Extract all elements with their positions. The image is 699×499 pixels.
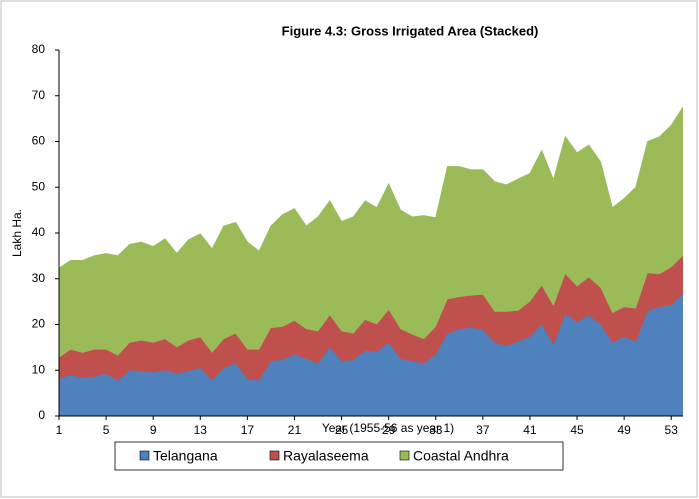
x-tick-label: 41 (523, 423, 537, 437)
x-tick-label: 33 (429, 423, 443, 437)
x-tick-label: 45 (570, 423, 584, 437)
x-tick-label: 53 (665, 423, 679, 437)
y-tick-label: 50 (32, 179, 46, 193)
x-tick-label: 37 (476, 423, 490, 437)
x-tick-label: 17 (241, 423, 255, 437)
x-axis-label: Year (1955-56 as year 1) (322, 421, 454, 435)
x-tick-label: 5 (103, 423, 110, 437)
x-tick-label: 13 (194, 423, 208, 437)
area-fill (59, 293, 683, 416)
legend-swatch (269, 450, 280, 461)
x-tick-label: 21 (288, 423, 302, 437)
y-tick-label: 70 (32, 88, 46, 102)
y-tick-label: 30 (32, 271, 46, 285)
legend-label: Rayalaseema (283, 448, 369, 464)
x-tick-label: 9 (150, 423, 157, 437)
y-tick-label: 40 (32, 225, 46, 239)
y-tick-label: 60 (32, 134, 46, 148)
y-tick-label: 10 (32, 362, 46, 376)
legend-label: Telangana (153, 448, 218, 464)
legend-box (114, 441, 564, 471)
area-fill (59, 107, 683, 358)
x-tick-label: 49 (617, 423, 631, 437)
y-axis-label: Lakh Ha. (10, 209, 24, 257)
legend-swatch (139, 450, 150, 461)
x-tick-label: 29 (382, 423, 396, 437)
legend-label: Coastal Andhra (413, 448, 509, 464)
y-tick-label: 80 (32, 42, 46, 56)
x-tick-label: 1 (56, 423, 63, 437)
area-top-edge (58, 106, 684, 269)
legend-swatch (399, 450, 410, 461)
x-tick-label: 25 (335, 423, 349, 437)
chart-title: Figure 4.3: Gross Irrigated Area (Stacke… (282, 23, 539, 38)
y-tick-label: 20 (32, 317, 46, 331)
y-tick-label: 0 (38, 408, 45, 422)
